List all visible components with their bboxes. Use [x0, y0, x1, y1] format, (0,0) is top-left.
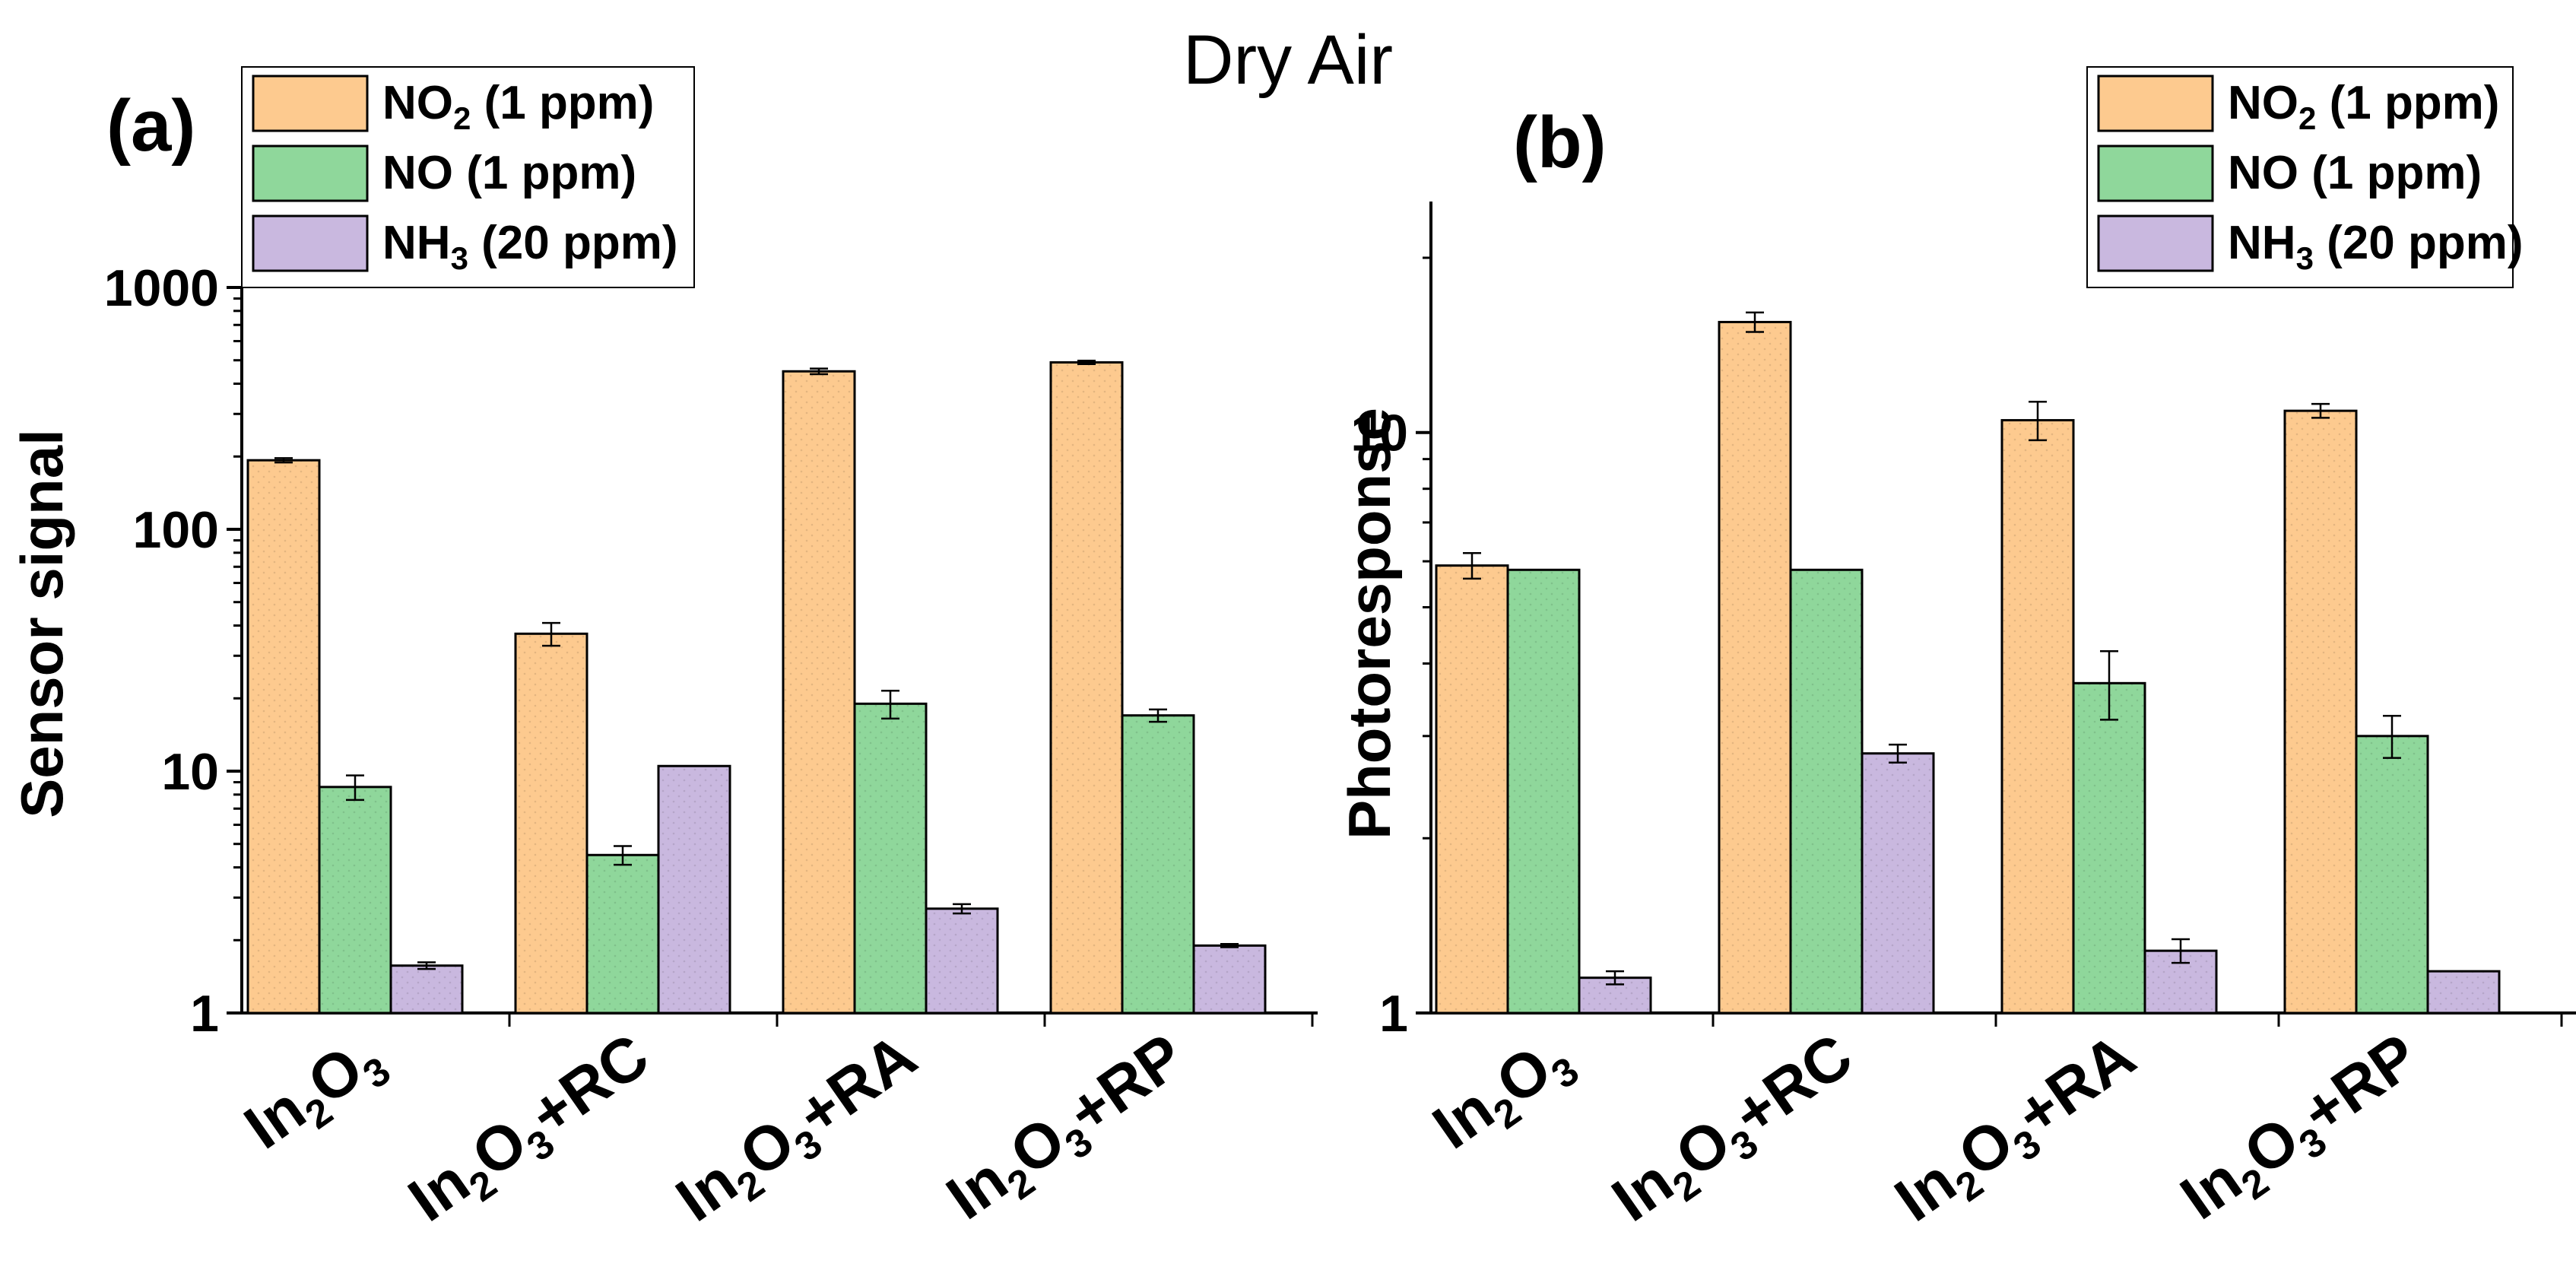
bar-texture — [1122, 715, 1194, 1013]
legend-subscript: 2 — [453, 100, 471, 136]
bar-texture — [1436, 565, 1508, 1013]
bar-texture — [783, 371, 855, 1013]
legend-subscript: 3 — [2296, 240, 2314, 276]
legend: NO2 (1 ppm)NO (1 ppm)NH3 (20 ppm) — [241, 66, 695, 288]
bar-texture — [319, 786, 391, 1013]
x-tick-label: In2O3+RC — [397, 1021, 667, 1242]
label-base: In — [397, 1146, 482, 1234]
label-base: In — [1421, 1074, 1506, 1162]
legend-name: NO — [2228, 77, 2298, 129]
bar-texture — [516, 633, 587, 1013]
figure-title: Dry Air — [1183, 21, 1393, 99]
legend-name: NH — [2228, 217, 2296, 269]
legend-name: NO — [382, 147, 453, 199]
legend-label: NO (1 ppm) — [2228, 147, 2482, 199]
y-axis-label: Photoresponse — [1336, 408, 1403, 840]
legend-tail: (1 ppm) — [2316, 77, 2499, 129]
x-tick-label: In2O3+RP — [934, 1021, 1201, 1240]
bar-texture — [855, 703, 926, 1013]
panel-label: (b) — [1513, 102, 1607, 183]
label-base: In — [2168, 1145, 2254, 1233]
label-base: In — [233, 1074, 318, 1162]
legend-tail: (1 ppm) — [453, 147, 636, 199]
y-tick-label: 10 — [161, 743, 219, 801]
legend-subscript: 2 — [2298, 100, 2316, 136]
bar-texture — [248, 460, 319, 1013]
legend-swatch-no2 — [2097, 75, 2214, 132]
x-tick-label: In2O3 — [1421, 1021, 1587, 1170]
x-tick-label: In2O3+RP — [2168, 1021, 2435, 1240]
y-axis-label: Sensor signal — [8, 429, 75, 818]
panel-label: (a) — [106, 85, 195, 167]
bar-texture — [2002, 420, 2073, 1013]
label-base: In — [934, 1145, 1020, 1233]
y-tick-label: 1 — [1379, 985, 1408, 1043]
legend-label: NH3 (20 ppm) — [2228, 217, 2524, 276]
legend-swatch-no — [2097, 144, 2214, 202]
y-tick-label: 10 — [1350, 405, 1408, 462]
x-tick-label: In2O3+RC — [1600, 1021, 1870, 1242]
y-tick-label: 100 — [133, 501, 219, 559]
y-tick-label: 1 — [190, 985, 219, 1043]
x-tick-label: In2O3+RA — [1883, 1021, 2153, 1242]
x-tick-label: In2O3 — [233, 1021, 398, 1170]
bar-texture — [587, 855, 658, 1013]
bar-texture — [1051, 362, 1122, 1013]
legend: NO2 (1 ppm)NO (1 ppm)NH3 (20 ppm) — [2086, 66, 2524, 288]
legend-swatch-no2 — [252, 75, 369, 132]
legend-label: NO2 (1 ppm) — [2228, 77, 2499, 136]
legend-label: NH3 (20 ppm) — [382, 217, 678, 276]
bar-texture — [1194, 945, 1265, 1013]
legend-name: NO — [382, 77, 453, 129]
legend-label: NO2 (1 ppm) — [382, 77, 654, 136]
legend-name: NO — [2228, 147, 2298, 199]
bar-texture — [926, 908, 998, 1013]
bar-texture — [2285, 411, 2356, 1013]
bar-texture — [2428, 971, 2499, 1013]
label-base: In — [665, 1146, 750, 1234]
bar-texture — [658, 766, 730, 1013]
bar-texture — [1719, 322, 1791, 1014]
legend-label: NO (1 ppm) — [382, 147, 636, 199]
bar-texture — [2356, 735, 2428, 1013]
legend-swatch-nh3 — [2097, 214, 2214, 272]
bar-texture — [1508, 570, 1579, 1013]
bar-texture — [391, 965, 462, 1013]
x-tick-label: In2O3+RA — [665, 1021, 934, 1242]
legend-tail: (20 ppm) — [2314, 217, 2524, 269]
label-base: In — [1600, 1146, 1686, 1234]
legend-name: NH — [382, 217, 451, 269]
bar-texture — [2073, 683, 2145, 1013]
y-tick-label: 1000 — [104, 259, 219, 317]
legend-subscript: 3 — [451, 240, 468, 276]
bar-texture — [1862, 753, 1934, 1013]
legend-swatch-nh3 — [252, 214, 369, 272]
label-base: In — [1883, 1146, 1968, 1234]
legend-tail: (20 ppm) — [468, 217, 678, 269]
legend-tail: (1 ppm) — [471, 77, 654, 129]
legend-tail: (1 ppm) — [2298, 147, 2482, 199]
bar-texture — [1791, 570, 1862, 1013]
legend-swatch-no — [252, 144, 369, 202]
